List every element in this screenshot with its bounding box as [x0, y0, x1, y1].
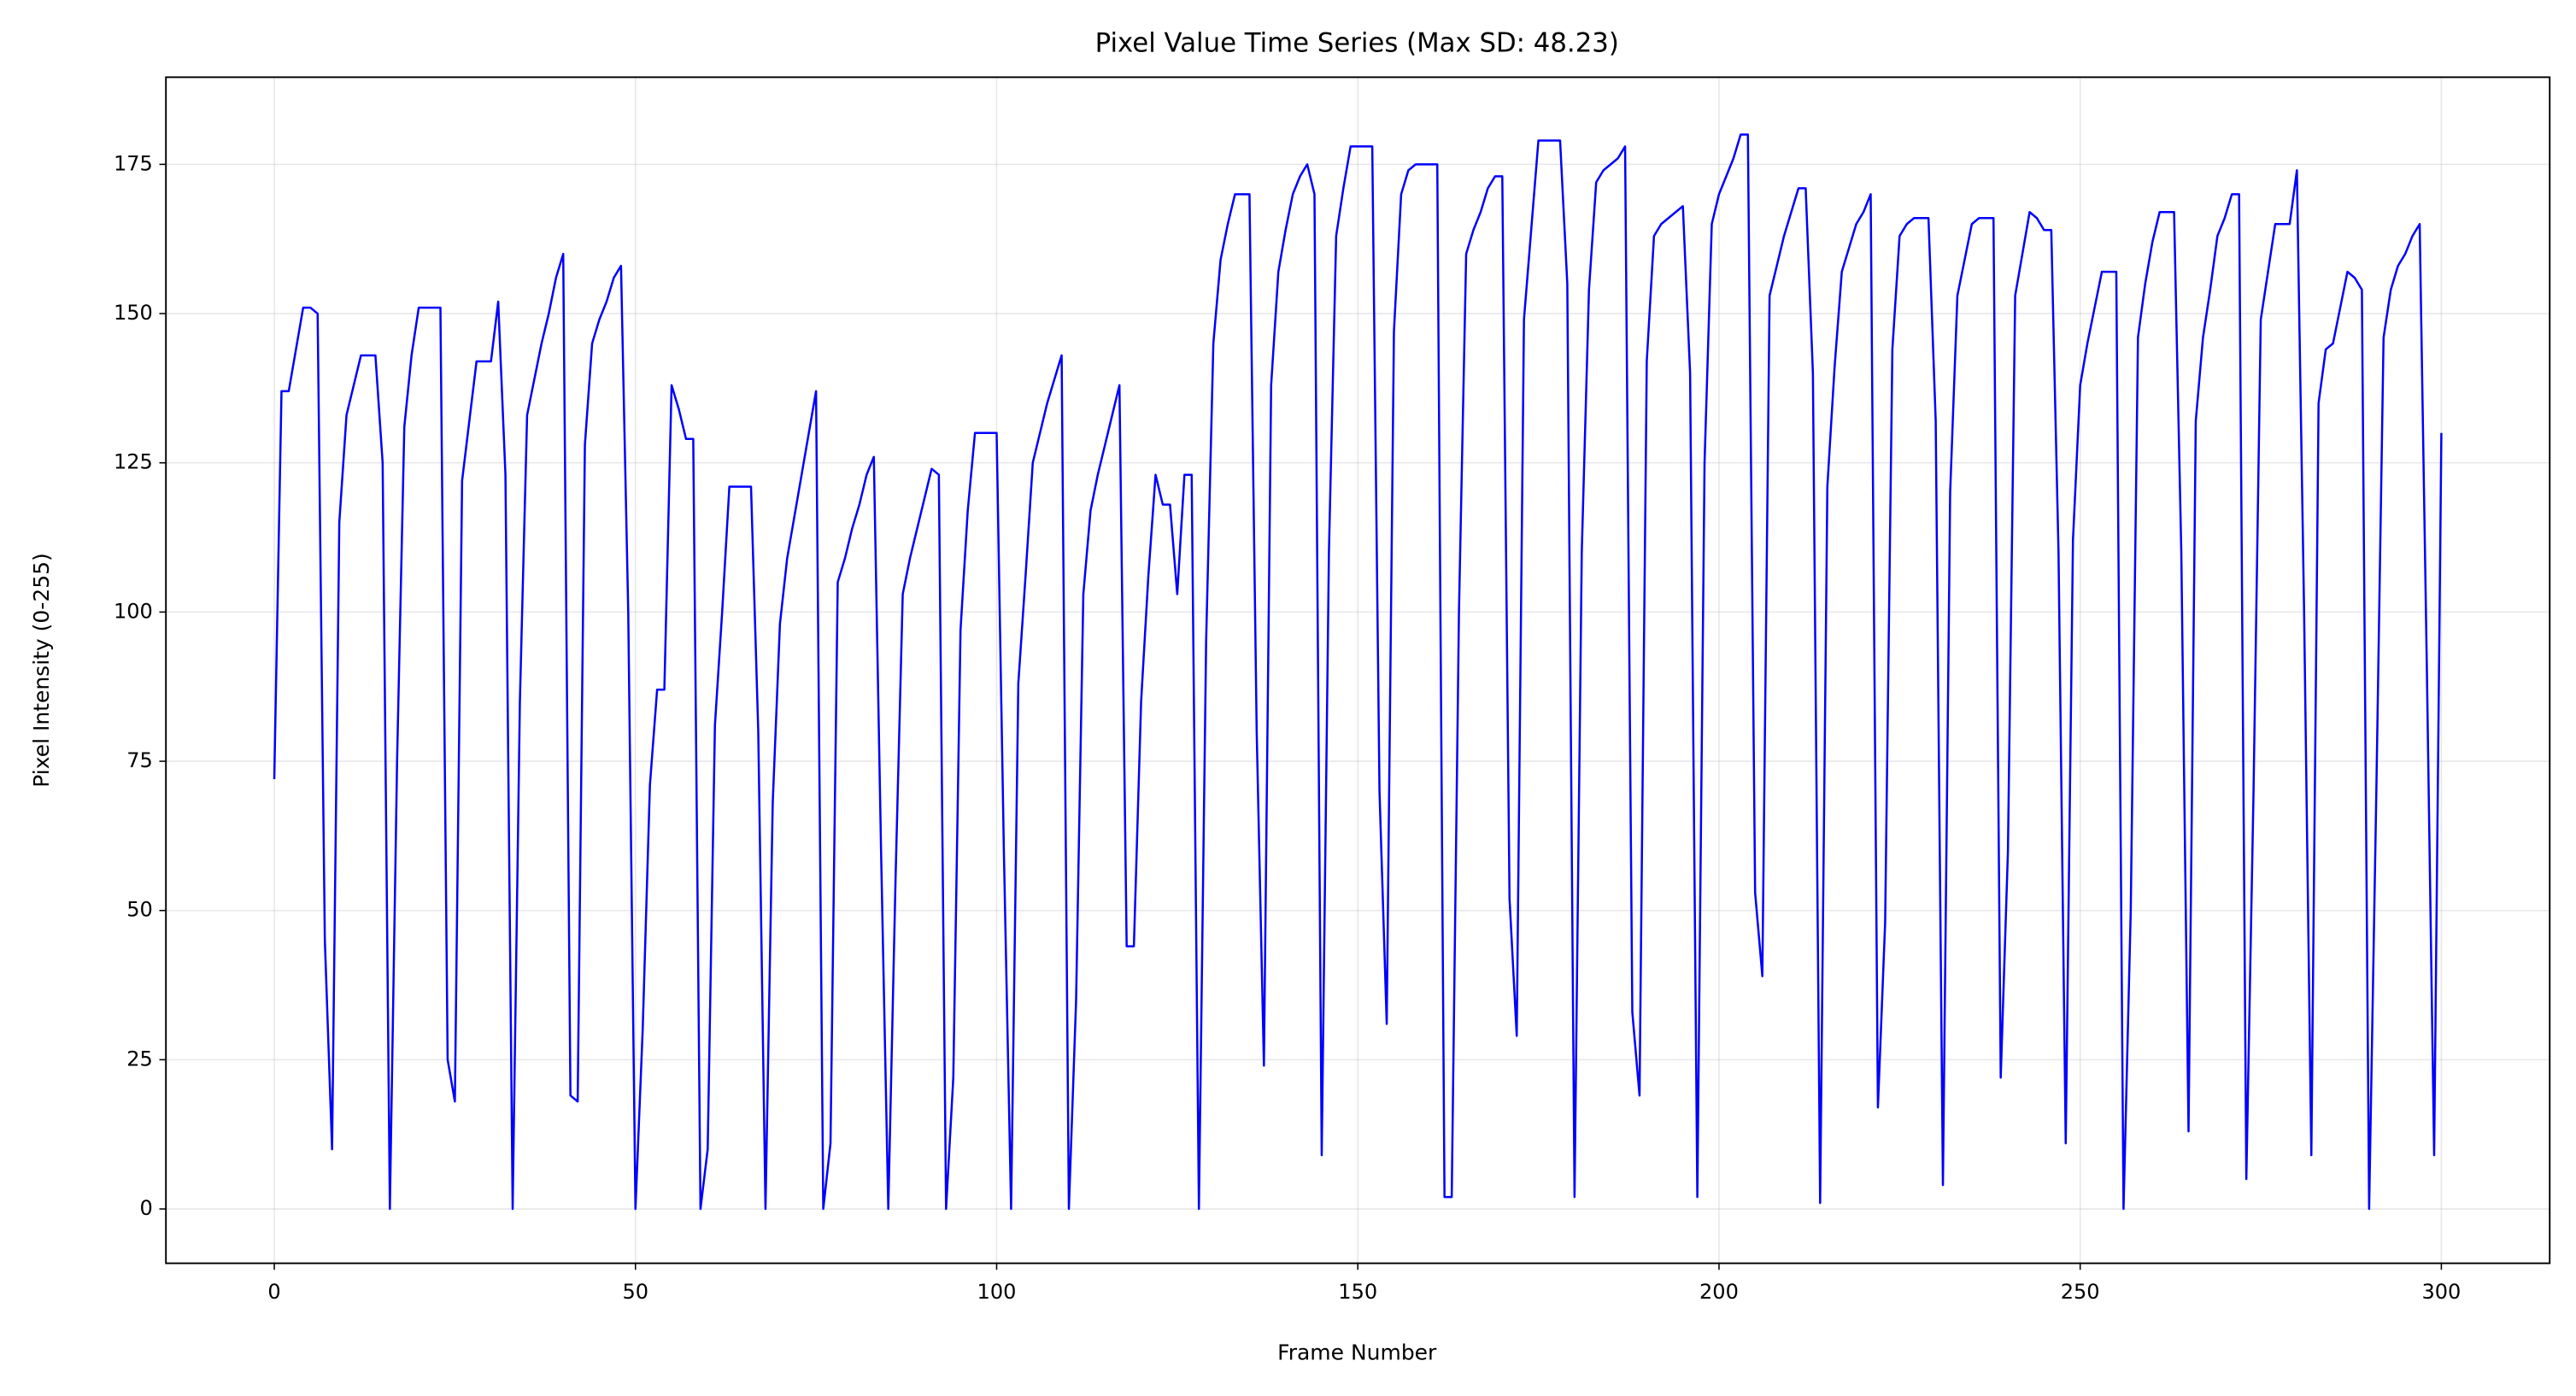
x-axis-label: Frame Number: [1277, 1340, 1437, 1364]
data-line: [273, 133, 2443, 1211]
y-tick-label: 125: [114, 450, 153, 474]
y-tick-label: 75: [126, 748, 153, 772]
y-tick-label: 50: [126, 898, 153, 922]
x-tick-label: 250: [2061, 1280, 2100, 1304]
x-tick-label: 50: [622, 1280, 648, 1304]
plot-frame: [165, 76, 2551, 1264]
chart-title: Pixel Value Time Series (Max SD: 48.23): [1095, 27, 1619, 58]
y-tick-label: 0: [140, 1196, 153, 1220]
x-tick-label: 150: [1338, 1280, 1377, 1304]
x-tick-label: 100: [977, 1280, 1017, 1304]
y-tick-label: 100: [114, 599, 153, 623]
x-tick-label: 0: [267, 1280, 280, 1304]
y-tick-label: 175: [114, 151, 153, 175]
y-axis-label: Pixel Intensity (0-255): [29, 553, 54, 788]
y-tick-label: 150: [114, 301, 153, 325]
x-tick-label: 300: [2421, 1280, 2461, 1304]
y-tick-label: 25: [126, 1047, 153, 1070]
x-tick-label: 200: [1699, 1280, 1739, 1304]
